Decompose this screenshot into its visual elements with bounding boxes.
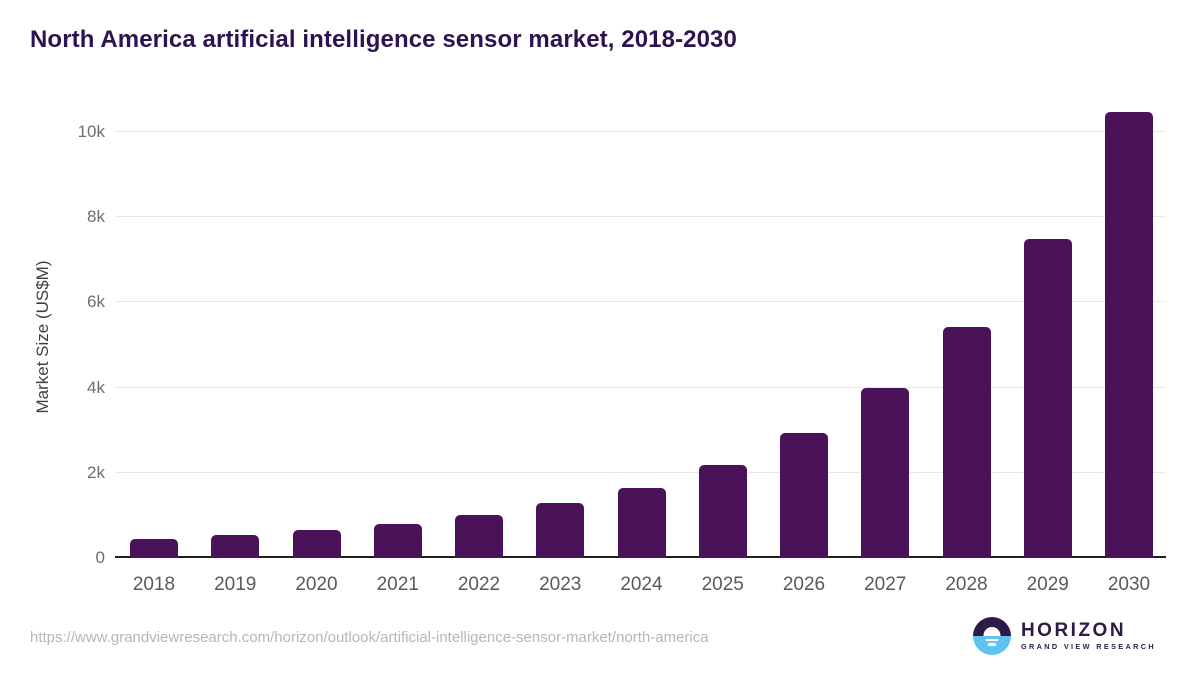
gridline-8k <box>115 216 1166 218</box>
logo-sub-brand: GRAND VIEW RESEARCH <box>1020 642 1156 652</box>
y-tick-label-8k: 8k <box>87 207 105 227</box>
x-tick-label-2025: 2025 <box>701 574 744 595</box>
bar-2020[interactable] <box>292 530 341 558</box>
ripple-line <box>985 638 999 641</box>
y-tick-label-0: 0 <box>95 548 105 567</box>
gridline-10k <box>115 131 1166 132</box>
x-tick-label-2023: 2023 <box>539 574 582 595</box>
bar-2021[interactable] <box>373 523 422 558</box>
bar-2024[interactable] <box>617 487 666 558</box>
bar-2022[interactable] <box>455 514 503 558</box>
ripple-line <box>987 643 996 646</box>
horizon-sun-icon <box>972 617 1011 655</box>
source-url: https://www.grandviewresearch.com/horizo… <box>30 629 709 646</box>
plot-area: 0 2k 4k 6k 8k 10k 2018 2019 2020 2021 2022 2023 2024… <box>78 111 1166 595</box>
x-tick-label-2026: 2026 <box>782 574 826 595</box>
sun-shape <box>983 627 1001 636</box>
bar-2027[interactable] <box>861 387 910 558</box>
bar-2023[interactable] <box>536 503 585 558</box>
x-tick-label-2022: 2022 <box>457 574 501 595</box>
gridline-4k <box>115 386 1166 388</box>
y-tick-label-2k: 2k <box>87 462 105 482</box>
y-tick-label-4k: 4k <box>87 377 105 397</box>
logo-brand-name: HORIZON <box>1020 619 1127 641</box>
x-tick-label-2018: 2018 <box>132 574 176 595</box>
bar-2018[interactable] <box>130 539 178 558</box>
bar-2026[interactable] <box>780 432 828 558</box>
x-tick-label-2019: 2019 <box>214 574 257 595</box>
bar-2028[interactable] <box>942 327 991 558</box>
x-tick-label-2027: 2027 <box>864 574 907 595</box>
x-tick-label-2030: 2030 <box>1107 574 1151 595</box>
bar-2029[interactable] <box>1023 239 1072 558</box>
x-tick-label-2028: 2028 <box>945 574 988 595</box>
bar-2025[interactable] <box>698 464 747 558</box>
x-tick-label-2021: 2021 <box>376 574 419 595</box>
x-tick-label-2029: 2029 <box>1026 574 1069 595</box>
x-tick-label-2020: 2020 <box>295 574 338 595</box>
bar-2030[interactable] <box>1105 111 1153 558</box>
bar-2019[interactable] <box>211 535 260 558</box>
brand-logo: HORIZON GRAND VIEW RESEARCH <box>972 617 1156 655</box>
logo-text: HORIZON GRAND VIEW RESEARCH <box>1020 619 1156 652</box>
y-axis-title: Market Size (US$M) <box>33 260 52 414</box>
x-tick-label-2024: 2024 <box>620 574 663 595</box>
chart-title: North America artificial intelligence se… <box>30 26 737 53</box>
y-tick-label-10k: 10k <box>77 122 105 141</box>
gridline-2k <box>115 471 1166 473</box>
y-tick-label-6k: 6k <box>87 292 105 312</box>
gridline-6k <box>115 301 1166 303</box>
